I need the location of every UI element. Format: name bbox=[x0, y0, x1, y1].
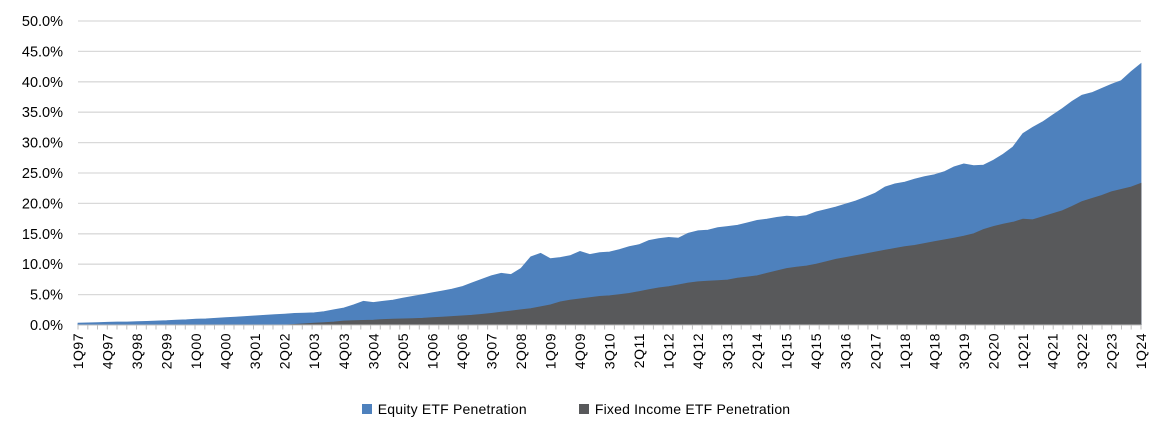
svg-text:1Q12: 1Q12 bbox=[661, 333, 677, 369]
chart-legend: Equity ETF Penetration Fixed Income ETF … bbox=[0, 401, 1152, 417]
svg-text:4Q09: 4Q09 bbox=[572, 333, 588, 369]
x-axis bbox=[77, 324, 1142, 330]
svg-text:3Q16: 3Q16 bbox=[838, 333, 854, 369]
svg-text:2Q05: 2Q05 bbox=[395, 333, 411, 369]
svg-text:2Q99: 2Q99 bbox=[159, 333, 175, 369]
fixed-income-series-swatch-icon bbox=[578, 404, 589, 414]
svg-text:4Q21: 4Q21 bbox=[1044, 333, 1060, 369]
svg-text:4Q03: 4Q03 bbox=[336, 333, 352, 369]
svg-text:1Q03: 1Q03 bbox=[306, 333, 322, 369]
svg-text:3Q04: 3Q04 bbox=[365, 333, 381, 369]
svg-text:1Q97: 1Q97 bbox=[70, 333, 86, 369]
svg-text:3Q01: 3Q01 bbox=[247, 333, 263, 369]
gridlines bbox=[78, 20, 1141, 296]
svg-text:5.0%: 5.0% bbox=[30, 288, 63, 304]
svg-text:1Q06: 1Q06 bbox=[424, 333, 440, 369]
plot-area: 0.0% 5.0% 10.0% 15.0% 20.0% 25.0% 30.0% 35.0% 40… bbox=[22, 14, 1149, 369]
svg-text:4Q06: 4Q06 bbox=[454, 333, 470, 369]
svg-text:25.0%: 25.0% bbox=[22, 166, 63, 182]
svg-text:1Q00: 1Q00 bbox=[188, 333, 204, 369]
svg-text:2Q20: 2Q20 bbox=[985, 333, 1001, 369]
svg-text:2Q23: 2Q23 bbox=[1104, 333, 1120, 369]
svg-text:15.0%: 15.0% bbox=[22, 227, 63, 243]
svg-text:2Q17: 2Q17 bbox=[867, 333, 883, 369]
svg-text:4Q12: 4Q12 bbox=[690, 333, 706, 369]
svg-text:20.0%: 20.0% bbox=[22, 196, 63, 212]
svg-text:3Q10: 3Q10 bbox=[602, 333, 618, 369]
svg-text:40.0%: 40.0% bbox=[22, 75, 63, 91]
svg-text:3Q22: 3Q22 bbox=[1074, 333, 1090, 369]
svg-text:2Q08: 2Q08 bbox=[513, 333, 529, 369]
svg-text:30.0%: 30.0% bbox=[22, 136, 63, 152]
svg-text:3Q98: 3Q98 bbox=[129, 333, 145, 369]
svg-text:3Q19: 3Q19 bbox=[956, 333, 972, 369]
svg-text:3Q13: 3Q13 bbox=[720, 333, 736, 369]
svg-text:2Q02: 2Q02 bbox=[277, 333, 293, 369]
svg-text:4Q18: 4Q18 bbox=[926, 333, 942, 369]
svg-text:2Q14: 2Q14 bbox=[749, 333, 765, 369]
x-axis-labels: 1Q97 4Q97 3Q98 2Q99 1Q00 4Q00 3Q01 2Q02 1Q03 4Q03… bbox=[70, 333, 1149, 369]
y-axis-labels: 0.0% 5.0% 10.0% 15.0% 20.0% 25.0% 30.0% 35.0% 40… bbox=[22, 14, 63, 334]
legend-item-fixed-income: Fixed Income ETF Penetration bbox=[578, 401, 791, 417]
svg-text:0.0%: 0.0% bbox=[30, 318, 63, 334]
svg-text:45.0%: 45.0% bbox=[22, 44, 63, 60]
svg-text:4Q00: 4Q00 bbox=[218, 333, 234, 369]
svg-text:4Q97: 4Q97 bbox=[100, 333, 116, 369]
svg-text:50.0%: 50.0% bbox=[22, 14, 63, 30]
equity-series-swatch-icon bbox=[361, 404, 372, 414]
svg-text:3Q07: 3Q07 bbox=[483, 333, 499, 369]
svg-text:35.0%: 35.0% bbox=[22, 105, 63, 121]
svg-text:1Q24: 1Q24 bbox=[1133, 333, 1149, 369]
svg-text:2Q11: 2Q11 bbox=[631, 333, 647, 368]
legend-item-equity: Equity ETF Penetration bbox=[361, 401, 527, 417]
svg-text:10.0%: 10.0% bbox=[22, 257, 63, 273]
legend-label-fixed-income: Fixed Income ETF Penetration bbox=[594, 401, 791, 417]
svg-text:1Q18: 1Q18 bbox=[897, 333, 913, 369]
svg-text:1Q21: 1Q21 bbox=[1015, 333, 1031, 369]
svg-text:1Q15: 1Q15 bbox=[779, 333, 795, 369]
svg-text:1Q09: 1Q09 bbox=[542, 333, 558, 369]
legend-label-equity: Equity ETF Penetration bbox=[377, 401, 527, 417]
svg-text:4Q15: 4Q15 bbox=[808, 333, 824, 369]
